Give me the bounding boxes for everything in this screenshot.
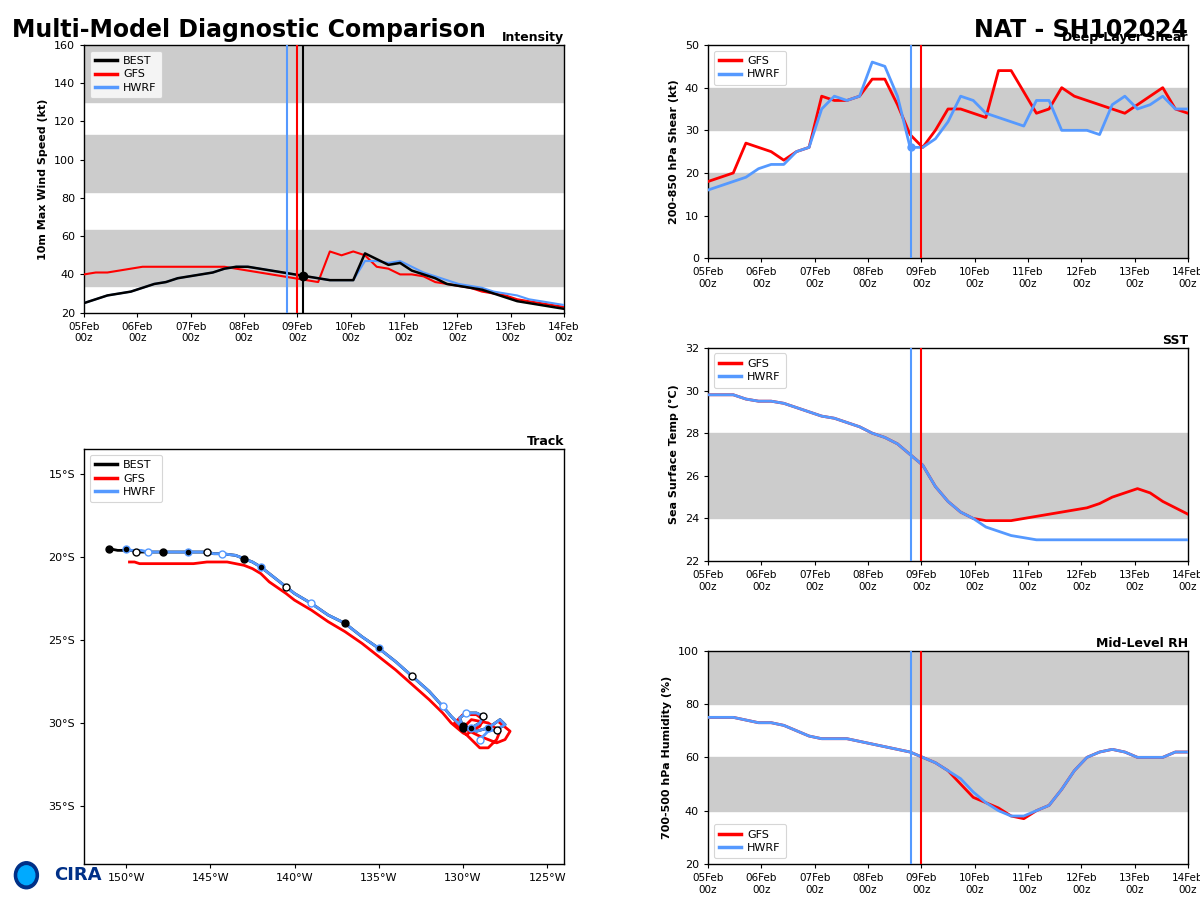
Y-axis label: Sea Surface Temp (°C): Sea Surface Temp (°C) bbox=[670, 384, 679, 525]
Text: CIRA: CIRA bbox=[54, 866, 102, 884]
Bar bbox=[708, 758, 1188, 811]
Bar bbox=[84, 230, 564, 286]
Text: Track: Track bbox=[527, 435, 564, 448]
Y-axis label: 10m Max Wind Speed (kt): 10m Max Wind Speed (kt) bbox=[38, 98, 48, 259]
Y-axis label: 700-500 hPa Humidity (%): 700-500 hPa Humidity (%) bbox=[662, 676, 672, 839]
Bar bbox=[708, 433, 1188, 476]
Text: SST: SST bbox=[1162, 334, 1188, 346]
Text: Intensity: Intensity bbox=[502, 31, 564, 44]
Text: NAT - SH102024: NAT - SH102024 bbox=[974, 18, 1188, 42]
Circle shape bbox=[14, 862, 38, 889]
Bar bbox=[84, 45, 564, 103]
Text: Deep-Layer Shear: Deep-Layer Shear bbox=[1062, 31, 1188, 44]
Circle shape bbox=[18, 866, 35, 885]
Text: Mid-Level RH: Mid-Level RH bbox=[1096, 636, 1188, 650]
Text: Multi-Model Diagnostic Comparison: Multi-Model Diagnostic Comparison bbox=[12, 18, 486, 42]
Legend: GFS, HWRF: GFS, HWRF bbox=[714, 50, 786, 85]
Bar bbox=[708, 173, 1188, 258]
Bar bbox=[84, 135, 564, 193]
Bar bbox=[708, 651, 1188, 704]
Bar bbox=[708, 476, 1188, 518]
Legend: GFS, HWRF: GFS, HWRF bbox=[714, 824, 786, 859]
Legend: BEST, GFS, HWRF: BEST, GFS, HWRF bbox=[90, 50, 162, 98]
Legend: BEST, GFS, HWRF: BEST, GFS, HWRF bbox=[90, 454, 162, 502]
Y-axis label: 200-850 hPa Shear (kt): 200-850 hPa Shear (kt) bbox=[670, 79, 679, 224]
Bar bbox=[708, 87, 1188, 130]
Legend: GFS, HWRF: GFS, HWRF bbox=[714, 354, 786, 388]
